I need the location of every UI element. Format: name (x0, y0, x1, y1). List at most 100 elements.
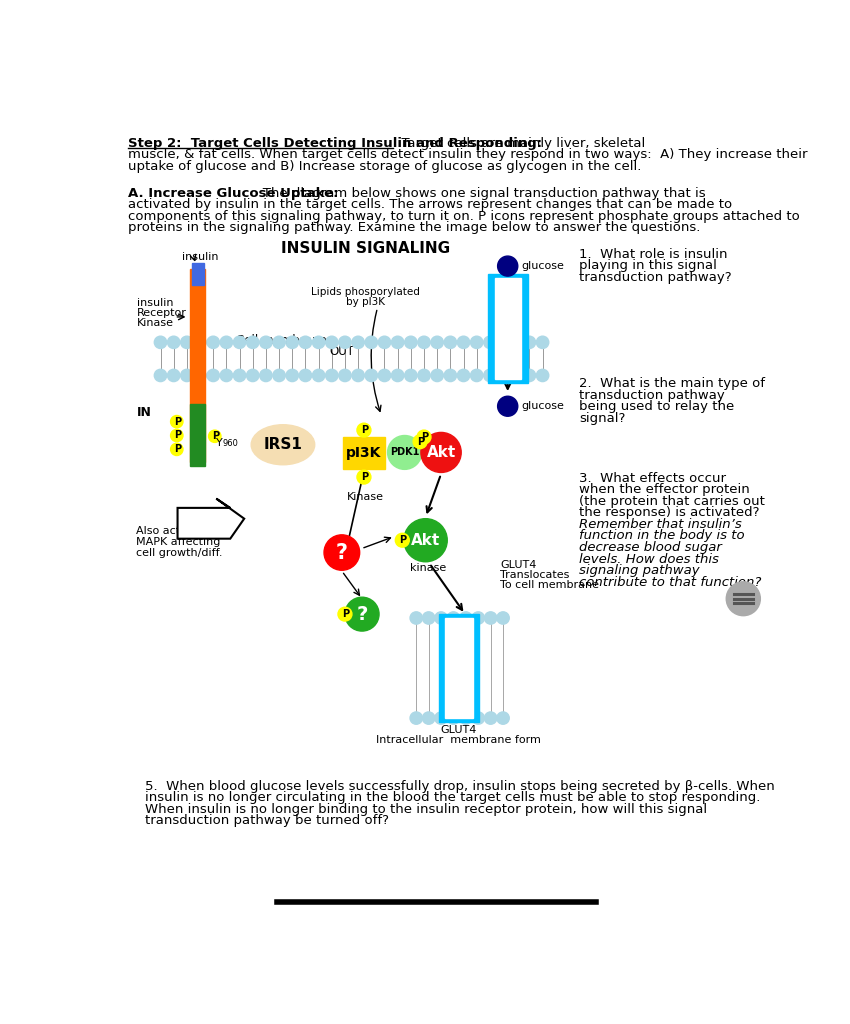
Circle shape (484, 336, 496, 348)
Circle shape (536, 336, 549, 348)
Text: The diagram below shows one signal transduction pathway that is: The diagram below shows one signal trans… (251, 186, 706, 200)
Circle shape (497, 256, 518, 276)
Circle shape (234, 370, 246, 382)
Text: insulin: insulin (182, 252, 218, 262)
Text: decrease blood sugar: decrease blood sugar (579, 541, 722, 554)
Circle shape (357, 470, 371, 484)
Circle shape (405, 336, 417, 348)
Circle shape (352, 336, 365, 348)
Circle shape (418, 336, 430, 348)
Text: transduction pathway: transduction pathway (579, 388, 725, 401)
Circle shape (392, 370, 404, 382)
Text: signal?: signal? (579, 412, 626, 425)
Circle shape (246, 370, 259, 382)
Circle shape (471, 336, 483, 348)
Text: the response) is activated?: the response) is activated? (579, 506, 760, 519)
Circle shape (326, 336, 338, 348)
Circle shape (260, 370, 272, 382)
Circle shape (207, 370, 219, 382)
Circle shape (435, 712, 447, 724)
Circle shape (155, 370, 167, 382)
Text: muscle, & fat cells. When target cells detect insulin they respond in two ways: : muscle, & fat cells. When target cells d… (128, 148, 808, 162)
Text: Kinase: Kinase (347, 493, 383, 503)
Text: levels. How does this: levels. How does this (579, 553, 719, 565)
Circle shape (171, 443, 183, 456)
Circle shape (460, 611, 472, 625)
Text: Remember that insulin’s: Remember that insulin’s (579, 518, 742, 530)
Text: glucose: glucose (522, 261, 564, 271)
Text: glucose: glucose (522, 401, 564, 412)
Circle shape (536, 370, 549, 382)
Text: (the protein that carries out: (the protein that carries out (579, 495, 765, 508)
Circle shape (472, 611, 484, 625)
Text: ?: ? (356, 604, 368, 624)
Circle shape (431, 336, 444, 348)
Circle shape (324, 535, 360, 570)
Circle shape (445, 336, 456, 348)
Text: Translocates: Translocates (500, 570, 570, 581)
Text: Intracellular  membrane form: Intracellular membrane form (377, 735, 541, 745)
Circle shape (484, 611, 497, 625)
Circle shape (447, 611, 460, 625)
Circle shape (472, 712, 484, 724)
Circle shape (405, 370, 417, 382)
Circle shape (167, 336, 180, 348)
Circle shape (357, 423, 371, 437)
Circle shape (326, 370, 338, 382)
Circle shape (338, 607, 352, 622)
Circle shape (194, 336, 207, 348)
Circle shape (171, 416, 183, 428)
Circle shape (457, 370, 470, 382)
Bar (495, 278, 521, 379)
Text: GLUT4: GLUT4 (490, 298, 526, 308)
Text: by pI3K: by pI3K (346, 297, 385, 307)
Text: activated by insulin in the target cells. The arrows represent changes that can : activated by insulin in the target cells… (128, 199, 732, 211)
Circle shape (484, 370, 496, 382)
Circle shape (497, 370, 509, 382)
Circle shape (447, 712, 460, 724)
Circle shape (445, 370, 456, 382)
Circle shape (413, 435, 427, 449)
Text: components of this signaling pathway, to turn it on. P icons represent phosphate: components of this signaling pathway, to… (128, 210, 800, 223)
Text: P: P (173, 417, 181, 427)
Circle shape (422, 611, 435, 625)
Text: To cell membrane: To cell membrane (500, 581, 599, 590)
Text: MAPK affecting: MAPK affecting (136, 538, 220, 547)
Circle shape (299, 336, 312, 348)
Text: playing in this signal: playing in this signal (579, 259, 717, 272)
Text: 3.  What effects occur: 3. What effects occur (579, 472, 726, 484)
Text: P: P (421, 432, 428, 442)
Circle shape (524, 336, 536, 348)
Circle shape (339, 336, 351, 348)
Bar (343, 437, 385, 469)
Text: P: P (173, 430, 181, 440)
Text: INSULIN SIGNALING: INSULIN SIGNALING (280, 241, 450, 256)
Circle shape (417, 430, 431, 444)
Ellipse shape (251, 425, 314, 465)
Circle shape (286, 336, 298, 348)
Circle shape (497, 336, 509, 348)
Circle shape (726, 582, 761, 615)
Circle shape (410, 611, 422, 625)
Circle shape (234, 336, 246, 348)
Circle shape (410, 712, 422, 724)
Text: 5.  When blood glucose levels successfully drop, insulin stops being secreted by: 5. When blood glucose levels successfull… (145, 779, 774, 793)
Text: Receptor: Receptor (137, 308, 187, 318)
Circle shape (220, 336, 233, 348)
Text: when the effector protein: when the effector protein (579, 483, 750, 497)
Circle shape (460, 712, 472, 724)
Bar (439, 614, 479, 722)
Circle shape (431, 370, 444, 382)
Circle shape (497, 396, 518, 416)
Circle shape (167, 370, 180, 382)
Text: Step 2:  Target Cells Detecting Insulin and Responding:: Step 2: Target Cells Detecting Insulin a… (128, 137, 542, 150)
Bar (190, 269, 206, 462)
Circle shape (286, 370, 298, 382)
Text: P: P (173, 444, 181, 455)
Text: P: P (400, 536, 406, 545)
Text: contribute to that function?: contribute to that function? (579, 575, 762, 589)
Text: Also activates: Also activates (136, 526, 213, 537)
Text: 2.  What is the main type of: 2. What is the main type of (579, 377, 765, 390)
Text: IN: IN (137, 407, 152, 419)
Text: P: P (212, 431, 218, 441)
